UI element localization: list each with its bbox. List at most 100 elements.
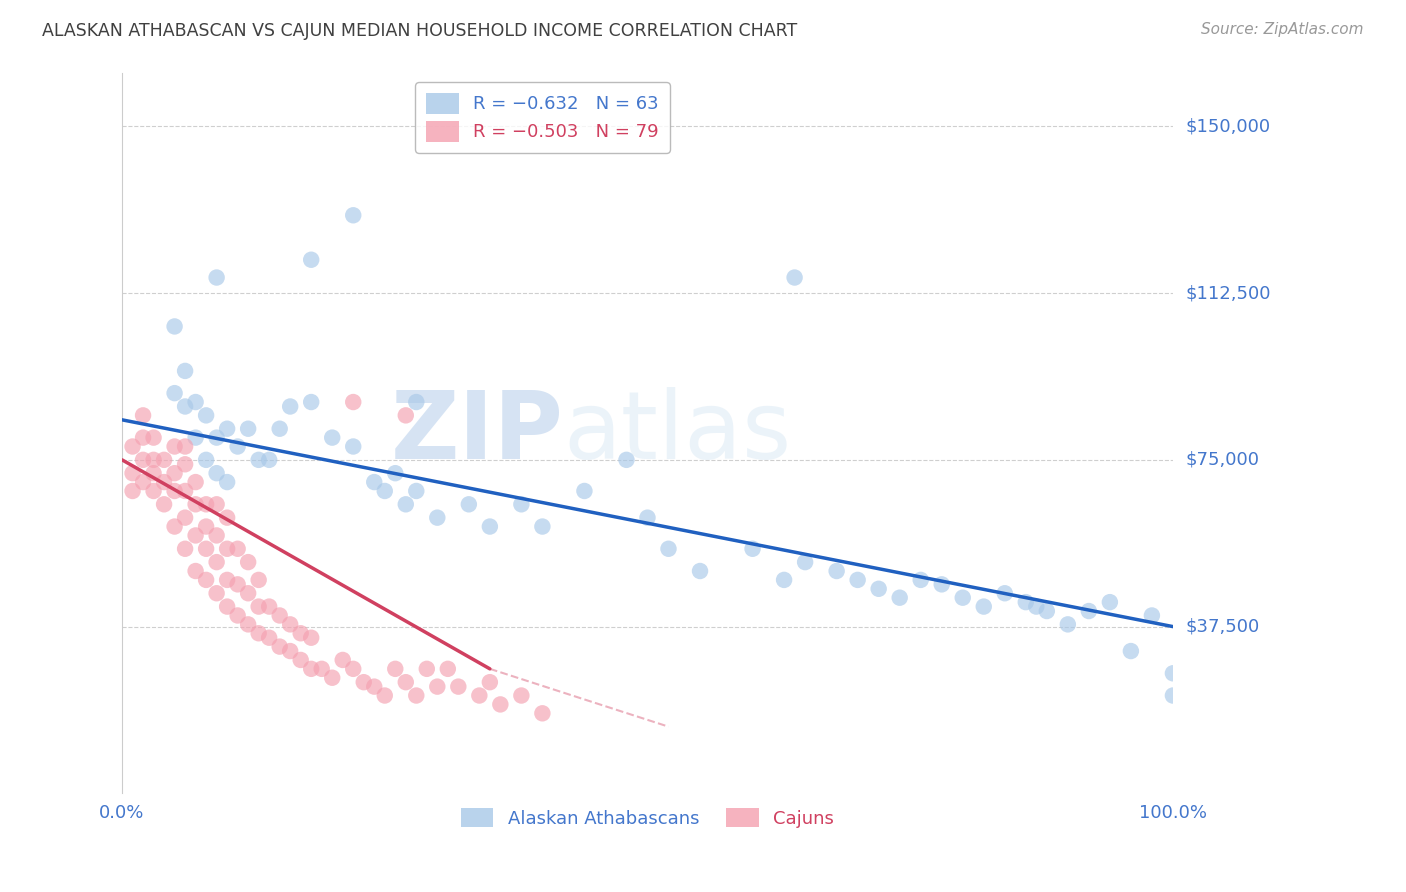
Legend: Alaskan Athabascans, Cajuns: Alaskan Athabascans, Cajuns [454, 801, 841, 835]
Point [468, 689, 491, 703]
Point [195, 541, 218, 556]
Point [163, 319, 186, 334]
Point [783, 270, 806, 285]
Point [226, 440, 249, 454]
Point [195, 519, 218, 533]
Point [269, 608, 291, 623]
Point [121, 483, 143, 498]
Point [163, 440, 186, 454]
Point [1119, 644, 1142, 658]
Point [163, 483, 186, 498]
Point [952, 591, 974, 605]
Text: ALASKAN ATHABASCAN VS CAJUN MEDIAN HOUSEHOLD INCOME CORRELATION CHART: ALASKAN ATHABASCAN VS CAJUN MEDIAN HOUSE… [42, 22, 797, 40]
Point [773, 573, 796, 587]
Point [205, 466, 228, 480]
Point [184, 475, 207, 489]
Point [278, 644, 301, 658]
Point [205, 497, 228, 511]
Point [363, 475, 385, 489]
Point [247, 626, 270, 640]
Point [226, 608, 249, 623]
Point [637, 510, 659, 524]
Point [363, 680, 385, 694]
Point [153, 497, 176, 511]
Point [174, 400, 197, 414]
Point [510, 689, 533, 703]
Point [1036, 604, 1059, 618]
Point [205, 431, 228, 445]
Point [247, 453, 270, 467]
Point [132, 409, 155, 423]
Point [531, 519, 554, 533]
Point [1161, 689, 1184, 703]
Point [311, 662, 333, 676]
Point [142, 483, 165, 498]
Point [163, 466, 186, 480]
Point [1077, 604, 1099, 618]
Point [132, 431, 155, 445]
Point [395, 409, 418, 423]
Point [616, 453, 638, 467]
Point [205, 270, 228, 285]
Point [689, 564, 711, 578]
Text: $37,500: $37,500 [1185, 617, 1260, 636]
Text: $150,000: $150,000 [1185, 118, 1271, 136]
Point [132, 453, 155, 467]
Point [299, 662, 322, 676]
Point [205, 586, 228, 600]
Point [426, 680, 449, 694]
Point [1161, 666, 1184, 681]
Point [278, 400, 301, 414]
Point [217, 541, 239, 556]
Point [447, 680, 470, 694]
Point [868, 582, 890, 596]
Point [174, 483, 197, 498]
Text: Source: ZipAtlas.com: Source: ZipAtlas.com [1201, 22, 1364, 37]
Point [405, 483, 427, 498]
Point [174, 364, 197, 378]
Point [299, 631, 322, 645]
Point [1140, 608, 1163, 623]
Point [217, 422, 239, 436]
Point [825, 564, 848, 578]
Point [257, 599, 280, 614]
Point [236, 586, 259, 600]
Point [269, 640, 291, 654]
Point [321, 431, 343, 445]
Point [226, 541, 249, 556]
Point [247, 573, 270, 587]
Point [973, 599, 995, 614]
Point [910, 573, 932, 587]
Point [342, 440, 364, 454]
Point [332, 653, 354, 667]
Point [1025, 599, 1047, 614]
Point [121, 466, 143, 480]
Point [1056, 617, 1078, 632]
Text: $75,000: $75,000 [1185, 450, 1260, 469]
Point [163, 519, 186, 533]
Point [142, 453, 165, 467]
Point [342, 208, 364, 222]
Point [184, 395, 207, 409]
Point [195, 497, 218, 511]
Point [195, 453, 218, 467]
Point [184, 528, 207, 542]
Point [278, 617, 301, 632]
Point [321, 671, 343, 685]
Point [931, 577, 953, 591]
Text: ZIP: ZIP [391, 387, 564, 479]
Point [236, 617, 259, 632]
Point [384, 466, 406, 480]
Point [1015, 595, 1038, 609]
Point [184, 564, 207, 578]
Point [195, 409, 218, 423]
Point [236, 422, 259, 436]
Point [657, 541, 679, 556]
Point [217, 510, 239, 524]
Point [247, 599, 270, 614]
Point [395, 497, 418, 511]
Point [426, 510, 449, 524]
Point [574, 483, 596, 498]
Point [195, 573, 218, 587]
Point [395, 675, 418, 690]
